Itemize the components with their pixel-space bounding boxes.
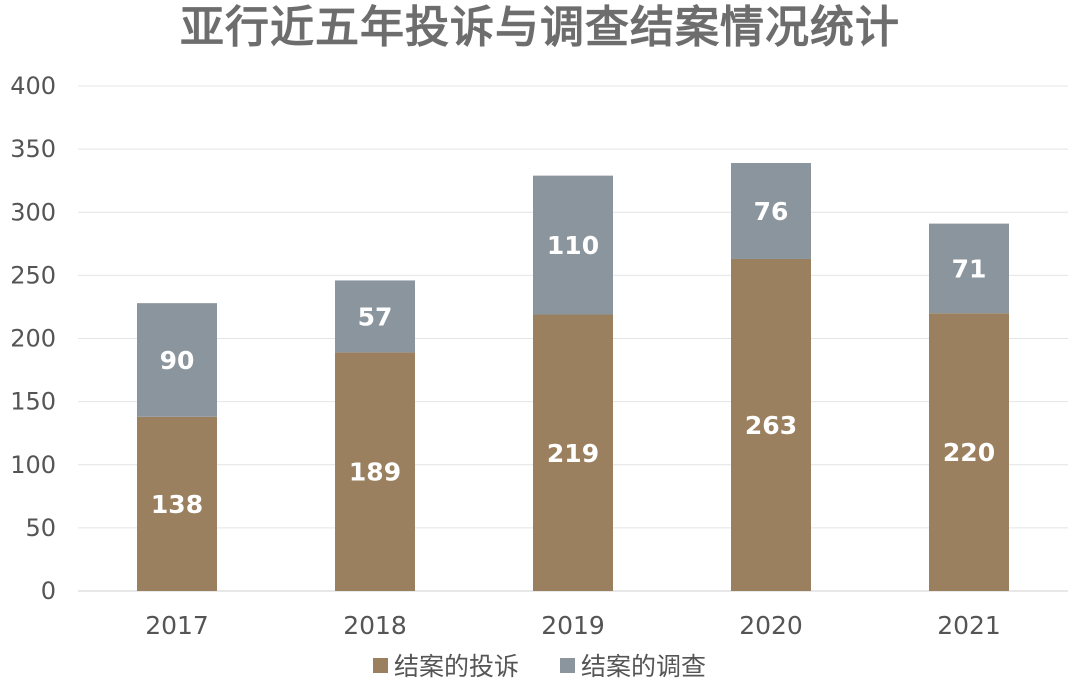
y-axis: 0 50 100 150 200 250 300 350 400 xyxy=(10,72,56,605)
legend: 结案的投诉 结案的调查 xyxy=(373,652,706,681)
bar-segment-2018-1 xyxy=(335,352,415,591)
data-label-2021-1: 220 xyxy=(943,438,995,467)
x-axis: 2017 2018 2019 2020 2021 xyxy=(145,611,1001,640)
legend-label-2: 结案的调查 xyxy=(581,652,706,681)
y-tick-label: 400 xyxy=(10,72,56,100)
bar-segment-2020-1 xyxy=(731,258,811,591)
y-tick-label: 100 xyxy=(10,451,56,479)
data-label-2020-2: 76 xyxy=(754,197,789,226)
y-tick-label: 150 xyxy=(10,388,56,416)
data-label-2021-2: 71 xyxy=(952,254,987,283)
y-tick-label: 300 xyxy=(10,198,56,226)
legend-swatch-1 xyxy=(373,658,388,673)
bar-segment-2017-1 xyxy=(137,416,217,591)
data-label-2019-1: 219 xyxy=(547,439,599,468)
y-tick-label: 0 xyxy=(41,577,56,605)
bars: 138 90 189 57 219 110 263 76 220 71 xyxy=(137,163,1009,591)
data-label-2020-1: 263 xyxy=(745,411,797,440)
data-label-2019-2: 110 xyxy=(547,231,599,260)
legend-swatch-2 xyxy=(560,658,575,673)
bar-segment-2021-2 xyxy=(929,223,1009,314)
bar-segment-2018-2 xyxy=(335,280,415,353)
y-tick-label: 350 xyxy=(10,135,56,163)
x-tick-label-2019: 2019 xyxy=(541,611,605,640)
chart-title: 亚行近五年投诉与调查结案情况统计 xyxy=(180,2,900,53)
bar-segment-2017-2 xyxy=(137,303,217,417)
x-tick-label-2017: 2017 xyxy=(145,611,209,640)
y-tick-label: 250 xyxy=(10,261,56,289)
data-label-2018-1: 189 xyxy=(349,458,401,487)
bar-segment-2019-2 xyxy=(533,175,613,315)
bar-segment-2019-1 xyxy=(533,314,613,591)
x-tick-label-2020: 2020 xyxy=(739,611,803,640)
legend-label-1: 结案的投诉 xyxy=(394,652,519,681)
y-tick-label: 50 xyxy=(25,514,56,542)
y-tick-label: 200 xyxy=(10,325,56,353)
x-tick-label-2018: 2018 xyxy=(343,611,407,640)
data-label-2017-2: 90 xyxy=(160,346,195,375)
data-label-2018-2: 57 xyxy=(358,302,393,331)
x-tick-label-2021: 2021 xyxy=(937,611,1001,640)
data-label-2017-1: 138 xyxy=(151,490,203,519)
bar-segment-2021-1 xyxy=(929,313,1009,591)
bar-segment-2020-2 xyxy=(731,163,811,259)
